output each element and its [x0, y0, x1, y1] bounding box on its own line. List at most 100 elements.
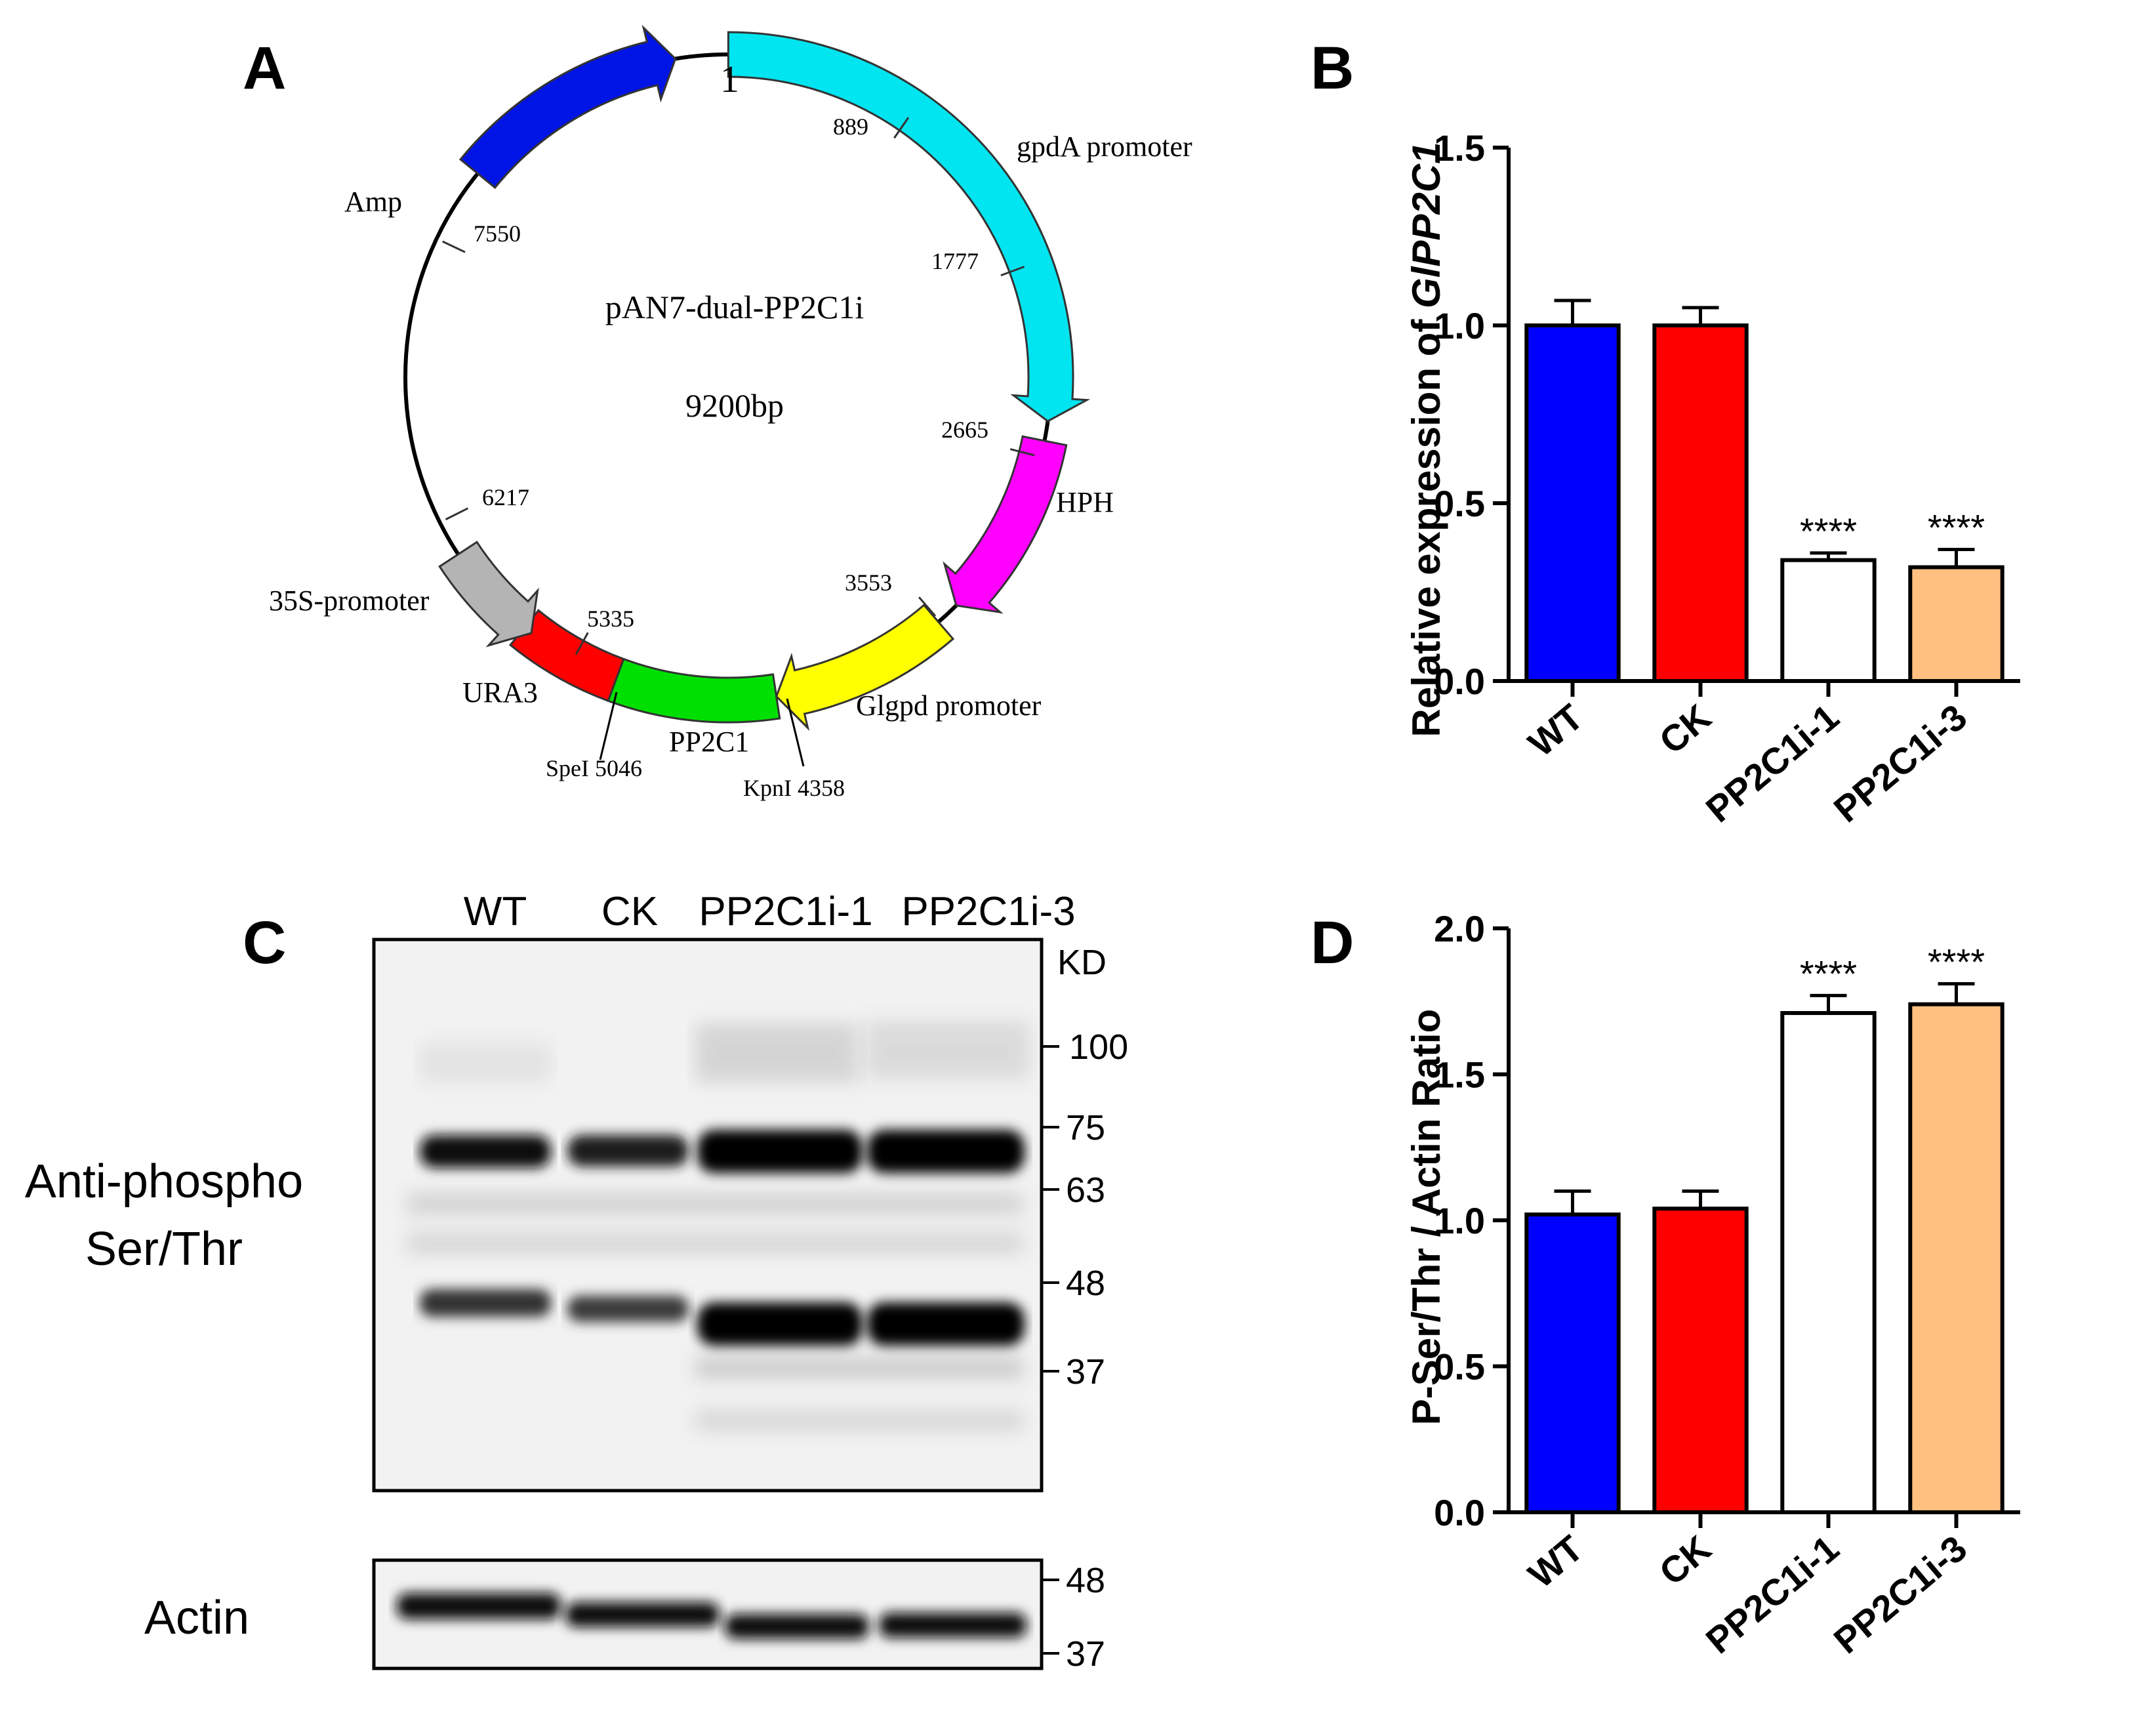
y-tick-label: 0.0 [1434, 1492, 1485, 1533]
x-tick-label: PP2C1i-1 [1698, 696, 1846, 830]
label-ura3: URA3 [462, 676, 538, 709]
actin-band-ck [565, 1602, 720, 1627]
smear-2 [407, 1233, 1023, 1253]
bar-wt [1524, 1212, 1621, 1514]
panel-b-letter: B [1311, 35, 1354, 102]
band-70-pp2c1i-3 [867, 1130, 1025, 1173]
spei-leader [599, 692, 618, 760]
bar-pp2c1i-1 [1780, 558, 1877, 683]
blot-label-line2: Ser/Thr [85, 1223, 243, 1275]
haze-lane-4 [866, 1020, 1030, 1079]
plasmid-ticks [442, 117, 1035, 655]
x-tick-label: PP2C1i-3 [1826, 1527, 1974, 1661]
tick-5335 [575, 632, 589, 655]
actin-label: Actin [144, 1592, 249, 1644]
y-tick-label: 0.0 [1434, 661, 1485, 702]
x-tick-label: PP2C1i-3 [1826, 696, 1974, 830]
lane-label-pp2c1i-3: PP2C1i-3 [901, 889, 1075, 934]
actin-band-pp2c1i-3 [879, 1613, 1027, 1638]
significance-label: **** [1928, 506, 1985, 548]
blot-main-markers: 100 75 63 48 37 [1042, 1027, 1128, 1392]
label-glgpd-promoter: Glgpd promoter [856, 690, 1042, 722]
bar-pp2c1i-1 [1780, 1011, 1877, 1515]
label-pp2c1: PP2C1 [669, 726, 749, 758]
band-45-wt [420, 1289, 551, 1317]
pos-6217: 6217 [482, 484, 529, 510]
bar-pp2c1i-3 [1908, 1002, 2004, 1514]
y-tick-label: 1.0 [1434, 1200, 1485, 1241]
panel-a-letter: A [243, 35, 286, 102]
y-tick-label: 1.5 [1434, 127, 1485, 169]
label-gpda-promoter: gpdA promoter [1017, 131, 1192, 163]
significance-label: **** [1800, 510, 1857, 552]
panel-d-letter: D [1311, 909, 1354, 976]
haze-lane-3 [695, 1023, 859, 1083]
lane-label-pp2c1i-1: PP2C1i-1 [699, 889, 872, 934]
panel-c: C WT CK PP2C1i-1 PP2C1i-3 KD Anti-phosph… [25, 889, 1128, 1674]
band-45-ck [567, 1296, 689, 1322]
arc-amp [458, 24, 677, 190]
marker-37-label: 37 [1066, 1352, 1105, 1392]
kpni-leader [786, 698, 805, 767]
chart-b-ylabel-prefix: Relative expression of [1404, 308, 1448, 737]
label-amp: Amp [344, 186, 402, 218]
site-spei: SpeI 5046 [546, 755, 642, 781]
y-tick-label: 0.5 [1434, 483, 1485, 524]
plasmid-features [438, 24, 1091, 732]
marker-63-label: 63 [1066, 1170, 1105, 1210]
arc-35s-promoter [438, 541, 539, 648]
label-35s-promoter: 35S-promoter [269, 585, 430, 617]
haze-lane-1 [420, 1043, 551, 1083]
band-70-ck [567, 1135, 689, 1167]
actin-marker-37-label: 37 [1066, 1634, 1105, 1674]
tick-2665 [1009, 448, 1035, 457]
kd-label: KD [1057, 943, 1107, 982]
label-hph: HPH [1056, 486, 1114, 518]
site-kpni: KpnI 4358 [743, 775, 845, 801]
plasmid-size: 9200bp [685, 387, 784, 424]
lane-label-ck: CK [601, 889, 658, 934]
tick-1777 [1000, 266, 1025, 277]
actin-band-wt [397, 1593, 561, 1619]
plasmid-name: pAN7-dual-PP2C1i [605, 289, 864, 325]
smear-3 [695, 1358, 1023, 1378]
band-45-pp2c1i-1 [697, 1302, 863, 1346]
y-tick-label: 0.5 [1434, 1346, 1485, 1388]
x-tick-label: WT [1520, 696, 1591, 764]
bar-ck [1652, 323, 1749, 683]
band-70-wt [420, 1135, 551, 1168]
pos-3553: 3553 [845, 569, 892, 596]
actin-band-pp2c1i-1 [725, 1614, 869, 1639]
tick-6217 [445, 507, 469, 521]
blot-actin-markers: 48 37 [1042, 1561, 1105, 1674]
panel-c-letter: C [243, 909, 286, 976]
y-tick-label: 2.0 [1434, 908, 1485, 949]
band-70-pp2c1i-1 [697, 1130, 863, 1173]
blot-actin [372, 1558, 1044, 1670]
chart-b-ylabel: Relative expression of GlPP2C1 [1404, 142, 1448, 737]
arc-hph [943, 435, 1068, 614]
significance-label: **** [1800, 953, 1857, 994]
smear-1 [407, 1194, 1023, 1214]
pos-7550: 7550 [474, 220, 521, 247]
band-45-pp2c1i-3 [867, 1302, 1025, 1346]
tick-889 [893, 117, 910, 139]
x-tick-label: CK [1652, 1527, 1719, 1593]
chart-b-ylabel-gene: GlPP2C1 [1404, 142, 1448, 308]
pos-1777: 1777 [931, 248, 979, 274]
arc-gpda-promoter [727, 31, 1091, 423]
blot-label-line1: Anti-phospho [25, 1155, 303, 1208]
x-tick-label: CK [1652, 696, 1719, 762]
chart-d-ylabel: P-Ser/Thr / Actin Ratio [1404, 1009, 1448, 1426]
smear-4 [695, 1411, 1023, 1430]
x-tick-label: WT [1520, 1527, 1591, 1596]
x-tick-label: PP2C1i-1 [1698, 1527, 1846, 1661]
bar-ck [1652, 1207, 1749, 1514]
actin-marker-48-label: 48 [1066, 1561, 1105, 1600]
bar-wt [1524, 323, 1621, 683]
lane-label-wt: WT [464, 889, 527, 934]
